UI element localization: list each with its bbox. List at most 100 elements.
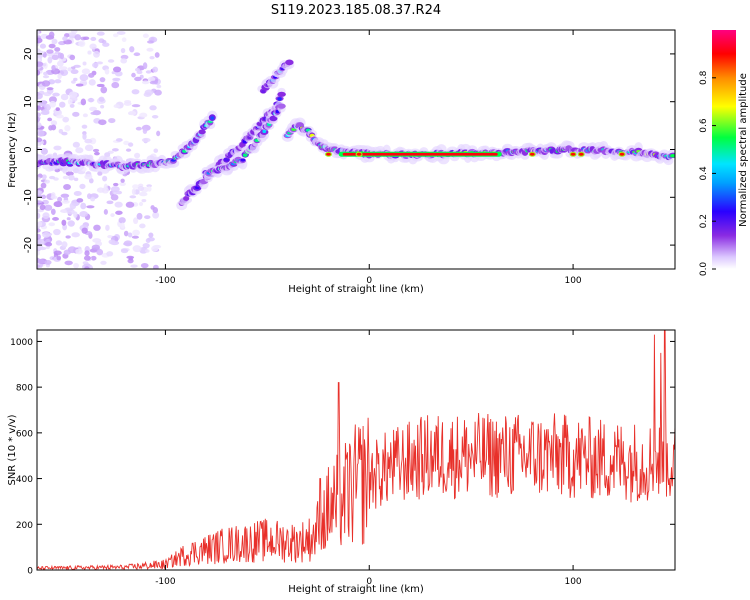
heatmap-noise-blob xyxy=(93,224,101,231)
heatmap-noise-blob xyxy=(152,211,160,219)
heatmap-core xyxy=(277,97,282,101)
heatmap-noise-blob xyxy=(62,116,70,123)
heatmap-hotspot xyxy=(569,151,577,157)
heatmap-noise-blob xyxy=(110,213,115,218)
heatmap-noise-blob xyxy=(68,174,75,181)
heatmap-noise-blob xyxy=(37,112,41,117)
heatmap-noise-blob xyxy=(51,64,56,71)
heatmap-noise-blob xyxy=(149,56,155,60)
heatmap-noise-blob xyxy=(53,228,61,236)
heatmap-noise-blob xyxy=(49,175,56,180)
heatmap-noise-blob xyxy=(64,260,73,266)
y-tick-label: 0 xyxy=(27,567,33,577)
y-tick-label: 600 xyxy=(16,429,33,439)
heatmap-noise-blob xyxy=(82,261,89,265)
heatmap-noise-blob xyxy=(37,105,42,111)
heatmap-core xyxy=(261,89,266,94)
heatmap-noise-blob xyxy=(106,251,114,257)
heatmap-cell xyxy=(269,115,278,122)
heatmap-noise-blob xyxy=(37,233,41,240)
heatmap-noise-blob xyxy=(149,80,158,85)
heatmap-noise-blob xyxy=(112,33,119,38)
heatmap-noise-blob xyxy=(118,217,126,224)
heatmap-noise-blob xyxy=(107,59,115,63)
heatmap-noise-blob xyxy=(89,106,98,112)
heatmap-noise-blob xyxy=(113,104,120,109)
heatmap-noise-blob xyxy=(132,184,140,189)
heatmap-noise-blob xyxy=(40,182,47,189)
heatmap-noise-blob xyxy=(90,196,96,202)
heatmap-noise-blob xyxy=(37,69,41,76)
heatmap-noise-blob xyxy=(88,178,94,184)
spectrogram-x-axis-label: Height of straight line (km) xyxy=(288,284,424,295)
heatmap-noise-blob xyxy=(147,76,156,82)
heatmap-noise-blob xyxy=(149,105,157,111)
heatmap-noise-blob xyxy=(148,232,154,238)
heatmap-noise-blob xyxy=(131,188,136,196)
heatmap-noise-blob xyxy=(61,241,68,248)
heatmap-noise-blob xyxy=(131,235,139,239)
heatmap-noise-blob xyxy=(114,201,123,208)
heatmap-noise-blob xyxy=(121,37,127,43)
figure-title: S119.2023.185.08.37.R24 xyxy=(271,3,441,18)
heatmap-noise-blob xyxy=(37,129,45,137)
heatmap-noise-blob xyxy=(71,200,78,204)
heatmap-noise-blob xyxy=(153,148,159,153)
heatmap-noise-blob xyxy=(73,191,82,196)
heatmap-noise-blob xyxy=(67,220,75,227)
heatmap-noise-blob xyxy=(105,224,110,231)
colorbar: 0.0 0.2 0.4 0.6 0.8 Normalized spectral ampl… xyxy=(699,30,749,276)
heatmap-noise-blob xyxy=(51,54,59,61)
heatmap-noise-blob xyxy=(144,249,150,253)
heatmap-noise-blob xyxy=(78,40,86,48)
heatmap-cell xyxy=(183,196,190,201)
heatmap-noise-blob xyxy=(73,211,78,218)
heatmap-noise-blob xyxy=(67,246,77,254)
heatmap-noise-blob xyxy=(112,66,122,73)
heatmap-noise-blob xyxy=(70,80,76,84)
heatmap-noise-blob xyxy=(112,182,119,187)
heatmap-noise-blob xyxy=(37,228,41,233)
heatmap-noise-blob xyxy=(82,36,90,41)
heatmap-noise-blob xyxy=(67,67,72,72)
heatmap-noise-blob xyxy=(81,68,91,75)
heatmap-noise-blob xyxy=(51,38,58,45)
heatmap-noise-blob xyxy=(123,230,129,237)
heatmap-core xyxy=(262,129,267,134)
heatmap-noise-blob xyxy=(134,76,142,82)
heatmap-noise-blob xyxy=(134,152,141,159)
heatmap-noise-blob xyxy=(152,66,159,73)
heatmap-noise-blob xyxy=(69,202,77,210)
x-tick-label: 0 xyxy=(366,577,372,587)
heatmap-noise-blob xyxy=(110,194,119,201)
heatmap-noise-blob xyxy=(47,56,53,64)
heatmap-noise-blob xyxy=(70,69,79,75)
heatmap-noise-blob xyxy=(107,235,113,239)
heatmap-noise-blob xyxy=(111,148,119,152)
heatmap-cell xyxy=(198,129,206,135)
heatmap-noise-blob xyxy=(131,89,140,95)
snr-frame xyxy=(36,329,676,571)
heatmap-noise-blob xyxy=(120,47,126,54)
heatmap-noise-blob xyxy=(79,74,89,82)
heatmap-noise-blob xyxy=(123,240,133,247)
heatmap-noise-blob xyxy=(75,147,84,154)
heatmap-noise-blob xyxy=(141,137,151,143)
heatmap-noise-blob xyxy=(59,69,69,77)
heatmap-noise-blob xyxy=(146,47,154,52)
heatmap-noise-blob xyxy=(137,185,145,192)
snr-x-axis-label: Height of straight line (km) xyxy=(288,584,424,595)
y-tick-label: 0 xyxy=(23,146,34,152)
heatmap-noise-blob xyxy=(55,114,64,119)
heatmap-noise-blob xyxy=(64,125,71,132)
heatmap-noise-blob xyxy=(69,54,76,61)
heatmap-noise-blob xyxy=(44,260,52,265)
heatmap-noise-blob xyxy=(65,235,71,239)
heatmap-noise-blob xyxy=(133,217,139,225)
heatmap-noise-blob xyxy=(82,133,87,140)
heatmap-hotspot xyxy=(577,151,585,157)
heatmap-noise-blob xyxy=(142,128,148,134)
heatmap-noise-blob xyxy=(60,93,69,101)
heatmap-noise-blob xyxy=(138,201,144,207)
heatmap-noise-blob xyxy=(86,205,95,209)
